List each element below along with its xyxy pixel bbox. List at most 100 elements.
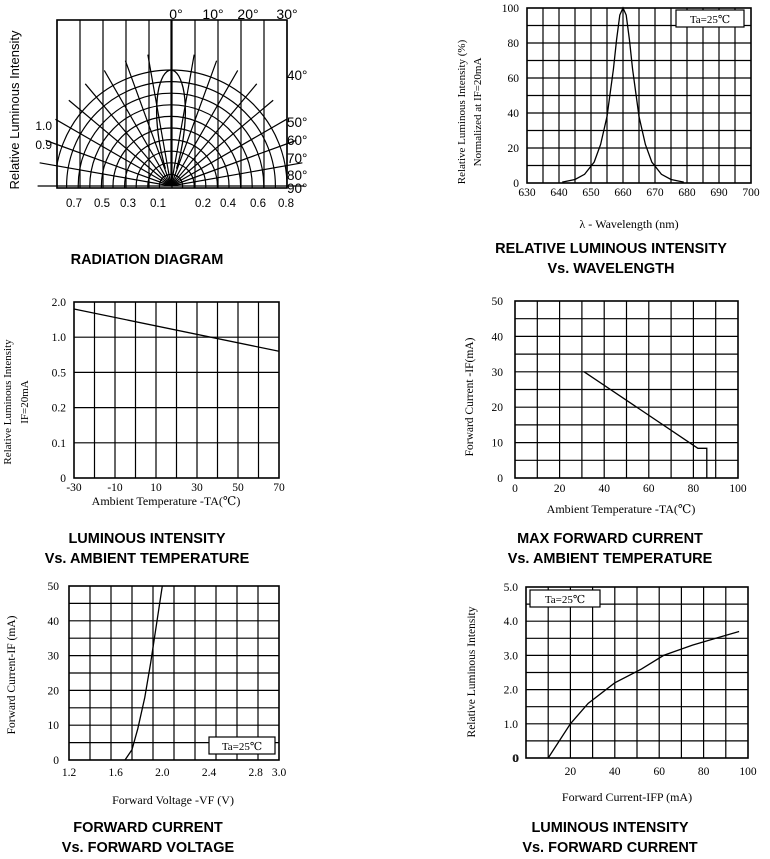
- iv-ytick-label: 10: [48, 720, 60, 732]
- radiation-bottom-label: 0.7: [66, 198, 82, 210]
- iv-ytick-label: 50: [48, 581, 60, 593]
- radiation-ylabel: Relative Luminous Intensity: [7, 30, 22, 189]
- radiation-arc: [66, 81, 276, 188]
- derating-caption-line: MAX FORWARD CURRENT: [517, 531, 703, 547]
- radiation-angle-ray: [124, 60, 172, 187]
- radiation-angle-label: 90°: [287, 181, 307, 196]
- temperature-plot-frame: [73, 301, 280, 479]
- radiation-arc: [147, 162, 195, 188]
- iv_intensity-ytick-label: 3.0: [504, 650, 519, 662]
- wavelength-ytick-label: 20: [508, 143, 520, 155]
- radiation-bottom-label: 0.1: [150, 198, 166, 210]
- temperature-series-line: [73, 308, 280, 352]
- radiation-angle-label: 50°: [287, 115, 307, 130]
- radiation-arc: [112, 127, 230, 188]
- temperature-xtick-label: -10: [107, 482, 123, 494]
- radiation-arc: [135, 150, 207, 188]
- derating-ytick-label: 10: [492, 438, 504, 450]
- iv-plot-frame: [68, 585, 280, 761]
- wavelength-condition-label: Ta=25℃: [690, 14, 730, 26]
- iv_intensity-ytick-label: 4.0: [504, 616, 519, 628]
- derating-xtick-label: 0: [512, 483, 518, 495]
- iv-condition-box: [208, 736, 276, 755]
- iv-condition-label: Ta=25℃: [222, 741, 262, 753]
- radiation-frame: [56, 19, 288, 189]
- radiation-arc: [89, 104, 253, 188]
- radiation-arc: [158, 173, 184, 188]
- radiation-angle-ray: [170, 83, 258, 187]
- temperature-caption-line: Vs. AMBIENT TEMPERATURE: [45, 551, 250, 567]
- derating-ytick-label: 50: [492, 296, 504, 308]
- temperature-ytick-label: 2.0: [52, 297, 67, 309]
- radiation-angle-ray: [103, 70, 172, 187]
- temperature-xlabel: Ambient Temperature -TA(℃): [92, 494, 241, 508]
- wavelength-xtick-label: 670: [646, 187, 664, 199]
- radiation-left-label: 0.9: [35, 138, 52, 152]
- iv_intensity-condition-box: [529, 589, 601, 608]
- iv_intensity-condition-label: Ta=25℃: [545, 594, 585, 606]
- radiation-bottom-label: 0.8: [278, 198, 294, 210]
- derating-xlabel: Ambient Temperature -TA(℃): [547, 502, 696, 516]
- radiation-caption-line: RADIATION DIAGRAM: [71, 252, 224, 268]
- iv-xtick-label: 3.0: [272, 767, 287, 779]
- radiation-angle-ray: [45, 139, 172, 187]
- derating-plot-frame: [514, 300, 739, 479]
- radiation-angle-ray: [170, 99, 274, 187]
- derating-caption-line: Vs. AMBIENT TEMPERATURE: [508, 551, 713, 567]
- radiation-angle-label: 0°: [169, 6, 182, 22]
- radiation-angle-ray: [170, 54, 195, 187]
- derating-ytick-label: 40: [492, 331, 504, 343]
- wavelength-ytick-label: 100: [502, 3, 520, 15]
- wavelength-xtick-label: 680: [678, 187, 696, 199]
- radiation-angle-label: 70°: [287, 151, 307, 166]
- iv-series-line: [124, 585, 163, 761]
- radiation-angle-label: 40°: [287, 68, 307, 83]
- radiation-angle-ray: [170, 70, 239, 187]
- iv_intensity-xtick-label: 60: [653, 766, 665, 778]
- radiation-bottom-label: 0.5: [94, 198, 110, 210]
- temperature-ytick-label: 0.5: [52, 367, 67, 379]
- derating-xtick-label: 100: [729, 483, 747, 495]
- temperature-xtick-label: -30: [66, 482, 82, 494]
- iv_intensity-xtick-label: 80: [698, 766, 710, 778]
- wavelength-caption-line: Vs. WAVELENGTH: [547, 261, 674, 277]
- radiation-angle-ray: [170, 118, 287, 187]
- iv-xlabel: Forward Voltage -VF (V): [112, 793, 234, 807]
- temperature-ylabel: IF=20mA: [19, 380, 31, 424]
- iv_intensity-ytick-label: 5.0: [504, 582, 519, 594]
- iv-xtick-label: 2.4: [202, 767, 217, 779]
- radiation-bottom-label: 0.2: [195, 198, 211, 210]
- wavelength-xtick-label: 700: [742, 187, 760, 199]
- radiation-angle-label: 30°: [276, 6, 297, 22]
- temperature-ytick-label: 0.1: [52, 438, 67, 450]
- radiation-angle-ray: [170, 60, 218, 187]
- iv-ytick-label: 40: [48, 616, 60, 628]
- temperature-ytick-label: 1.0: [52, 332, 67, 344]
- wavelength-ytick-label: 80: [508, 38, 520, 50]
- iv_intensity-ytick-label: 0: [512, 753, 518, 765]
- wavelength-ylabel: Normalized at IF=20mA: [472, 58, 484, 167]
- radiation-angle-ray: [170, 139, 297, 187]
- derating-xtick-label: 60: [643, 483, 655, 495]
- radiation-angle-label: 80°: [287, 168, 307, 183]
- iv-xtick-label: 2.0: [155, 767, 170, 779]
- iv_intensity-series-line: [547, 630, 740, 759]
- temperature-xtick-label: 70: [273, 482, 285, 494]
- radiation-arc: [100, 115, 242, 188]
- radiation-angle-ray: [170, 162, 303, 187]
- temperature-xtick-label: 30: [191, 482, 203, 494]
- iv_intensity-xtick-label: 20: [565, 766, 577, 778]
- iv-caption-line: FORWARD CURRENT: [73, 820, 223, 836]
- wavelength-ytick-label: 40: [508, 108, 520, 120]
- derating-series-line: [583, 371, 708, 478]
- radiation-angle-label: 10°: [202, 6, 223, 22]
- iv_intensity-xtick-label: 40: [609, 766, 621, 778]
- wavelength-xtick-label: 650: [582, 187, 600, 199]
- iv_intensity-ylabel: Relative Luminous Intensity: [466, 606, 478, 737]
- radiation-angle-label: 60°: [287, 133, 307, 148]
- radiation-bottom-label: 0.6: [250, 198, 266, 210]
- wavelength-xtick-label: 690: [710, 187, 728, 199]
- iv_intensity-ytick-label: 2.0: [504, 685, 519, 697]
- radiation-angle-ray: [68, 99, 172, 187]
